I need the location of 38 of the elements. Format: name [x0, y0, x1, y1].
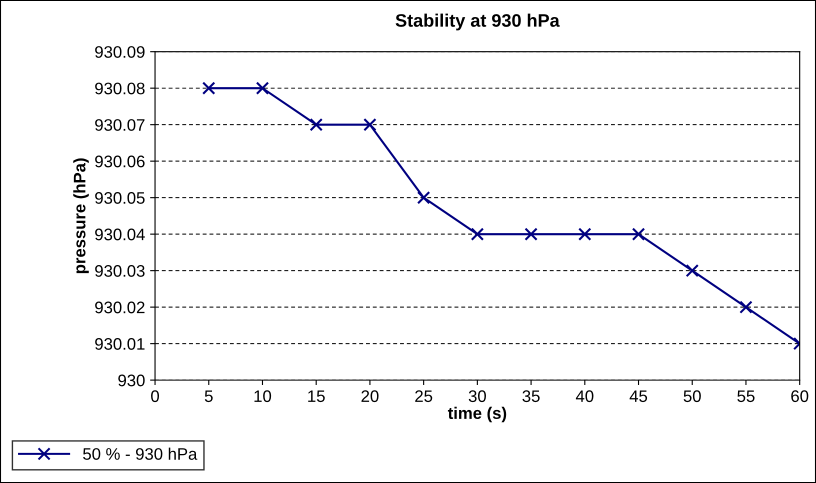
x-tick-label: 45 [630, 390, 648, 402]
x-tick-label: 0 [151, 390, 160, 402]
y-tick-label: 930.05 [95, 192, 145, 204]
point [739, 300, 753, 314]
x-tick-label: 5 [204, 390, 213, 402]
y-tick-label: 930.02 [95, 302, 144, 314]
y-tick-label: 930.08 [95, 82, 145, 94]
point [310, 118, 323, 132]
x-tick-label: 50 [684, 390, 701, 402]
y-tick-label: 930 [118, 374, 145, 386]
x-tick-label: 55 [737, 390, 755, 402]
point [363, 118, 377, 132]
legend-label: 50 % - 930 hPa [83, 448, 198, 460]
point [417, 191, 430, 204]
y-tick-label: 930.07 [95, 119, 144, 131]
chart-title: Stability at 930 hPa [396, 14, 560, 30]
y-tick-label: 930.01 [95, 338, 145, 350]
point [632, 228, 646, 241]
point [686, 264, 699, 278]
x-tick-label: 35 [522, 390, 540, 402]
y-tick-label: 930.03 [95, 265, 145, 277]
x-tick-label: 30 [468, 390, 486, 402]
x-tick-label: 60 [791, 390, 808, 402]
x-tick-label: 15 [308, 390, 325, 402]
x-tick-label: 20 [361, 390, 379, 402]
y-tick-label: 930.04 [95, 228, 145, 240]
x-tick-label: 10 [254, 390, 272, 402]
x-axis-title: time (s) [448, 406, 506, 422]
y-tick-label: 930.06 [95, 156, 145, 168]
x-tick-label: 40 [576, 390, 594, 402]
point [256, 82, 270, 95]
point [524, 228, 538, 241]
y-axis-title: pressure (hPa) [73, 158, 89, 274]
point [578, 228, 592, 241]
x-tick-label: 25 [415, 390, 432, 402]
point [470, 228, 484, 241]
point [202, 82, 216, 95]
y-tick-label: 930.09 [95, 46, 145, 58]
